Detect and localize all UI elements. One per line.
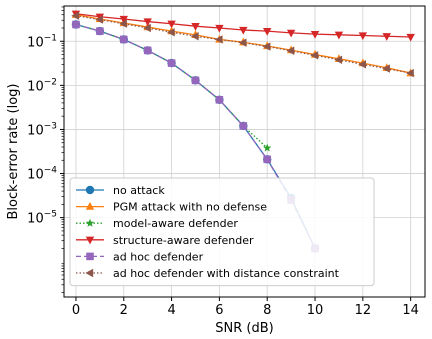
series-structure-aware-defender	[71, 10, 415, 42]
series-ad-hoc-defender-point	[191, 76, 200, 85]
series-ad-hoc-defender-with-distance-constraint-point	[358, 60, 366, 69]
series-ad-hoc-defender-point	[215, 96, 224, 104]
series-layer	[71, 10, 415, 253]
x-tick-label: 2	[120, 303, 128, 318]
legend-marker	[85, 218, 95, 227]
series-structure-aware-defender-point	[143, 18, 152, 27]
series-structure-aware-defender-point	[406, 33, 415, 42]
y-tick-label: 10−3	[27, 121, 57, 138]
series-ad-hoc-defender-point	[119, 35, 128, 44]
series-structure-aware-defender-point	[382, 33, 391, 41]
series-structure-aware-defender-point	[263, 27, 272, 36]
y-tick-label: 10−4	[27, 166, 57, 183]
series-structure-aware-defender-point	[167, 20, 176, 29]
legend-marker	[85, 185, 95, 195]
x-tick-label: 4	[167, 303, 175, 318]
series-ad-hoc-defender-with-distance-constraint-point	[166, 28, 175, 37]
legend-label: model-aware defender	[113, 217, 238, 230]
series-structure-aware-defender-point	[215, 24, 224, 33]
legend-label: ad hoc defender with distance constraint	[113, 267, 340, 280]
legend-marker	[85, 201, 95, 210]
series-ad-hoc-defender-point	[263, 155, 271, 164]
series-ad-hoc-defender-with-distance-constraint-point	[286, 46, 295, 55]
legend-label: no attack	[113, 184, 165, 197]
series-ad-hoc-defender-with-distance-constraint-point	[406, 68, 414, 78]
series-ad-hoc-defender-point	[72, 20, 80, 29]
x-tick-label: 12	[355, 303, 372, 318]
series-ad-hoc-defender-with-distance-constraint-point	[71, 11, 80, 20]
series-structure-aware-defender-point	[286, 29, 296, 38]
series-structure-aware-defender-point	[310, 31, 320, 39]
x-tick-label: 14	[402, 303, 419, 318]
series-ad-hoc-defender-with-distance-constraint-point	[95, 15, 104, 24]
series-structure-aware-defender-point	[239, 26, 248, 35]
legend-marker	[85, 236, 95, 245]
x-tick-label: 10	[307, 303, 324, 318]
y-tick-label: 10−1	[27, 33, 57, 50]
series-structure-aware-defender-point	[191, 23, 200, 31]
series-structure-aware-defender-point	[358, 32, 368, 41]
legend-marker	[86, 252, 94, 261]
series-ad-hoc-defender-with-distance-constraint-point	[334, 55, 343, 65]
x-tick-label: 8	[263, 303, 271, 318]
y-axis-label: Block-error rate (log)	[6, 84, 21, 220]
legend: no attack PGM attack with no defense model…	[69, 177, 375, 287]
series-structure-aware-defender-point	[119, 15, 128, 24]
series-ad-hoc-defender-point	[167, 59, 176, 67]
series-ad-hoc-defender-point	[96, 27, 104, 35]
legend-label: ad hoc defender	[113, 250, 204, 263]
x-axis-label: SNR (dB)	[215, 321, 273, 336]
y-tick-label: 10−5	[27, 210, 57, 227]
series-ad-hoc-defender-with-distance-constraint-point	[382, 64, 390, 73]
series-ad-hoc-defender-with-distance-constraint-point	[238, 38, 247, 47]
legend-box	[69, 177, 375, 287]
series-ad-hoc-defender-point	[143, 46, 152, 55]
series-ad-hoc-defender-with-distance-constraint-point	[143, 23, 151, 33]
legend-label: PGM attack with no defense	[113, 201, 267, 214]
series-ad-hoc-defender-with-distance-constraint-point	[214, 35, 223, 44]
x-tick-label: 0	[72, 303, 80, 318]
series-structure-aware-defender-point	[334, 31, 344, 40]
series-ad-hoc-defender-with-distance-constraint-point	[190, 32, 199, 41]
series-ad-hoc-defender-with-distance-constraint-point	[310, 51, 319, 60]
series-model-aware-defender-point	[263, 143, 272, 152]
legend-marker	[85, 268, 94, 278]
y-tick-label: 10−2	[27, 77, 57, 94]
ticks: 0 2 4 6 8 10 12 14 10−5 10−4 10−3 10−2 10−1	[27, 6, 419, 318]
x-tick-label: 6	[215, 303, 223, 318]
series-clip-group	[71, 10, 415, 253]
series-ad-hoc-defender-with-distance-constraint-point	[119, 19, 127, 28]
series-ad-hoc-defender-with-distance-constraint	[71, 11, 414, 78]
series-ad-hoc-defender-point	[239, 122, 248, 130]
series-ad-hoc-defender-with-distance-constraint-point	[262, 42, 271, 51]
legend-label: structure-aware defender	[113, 234, 254, 247]
series-ad-hoc-defender-with-distance-constraint-line	[75, 15, 411, 74]
plot-frame	[63, 5, 426, 298]
